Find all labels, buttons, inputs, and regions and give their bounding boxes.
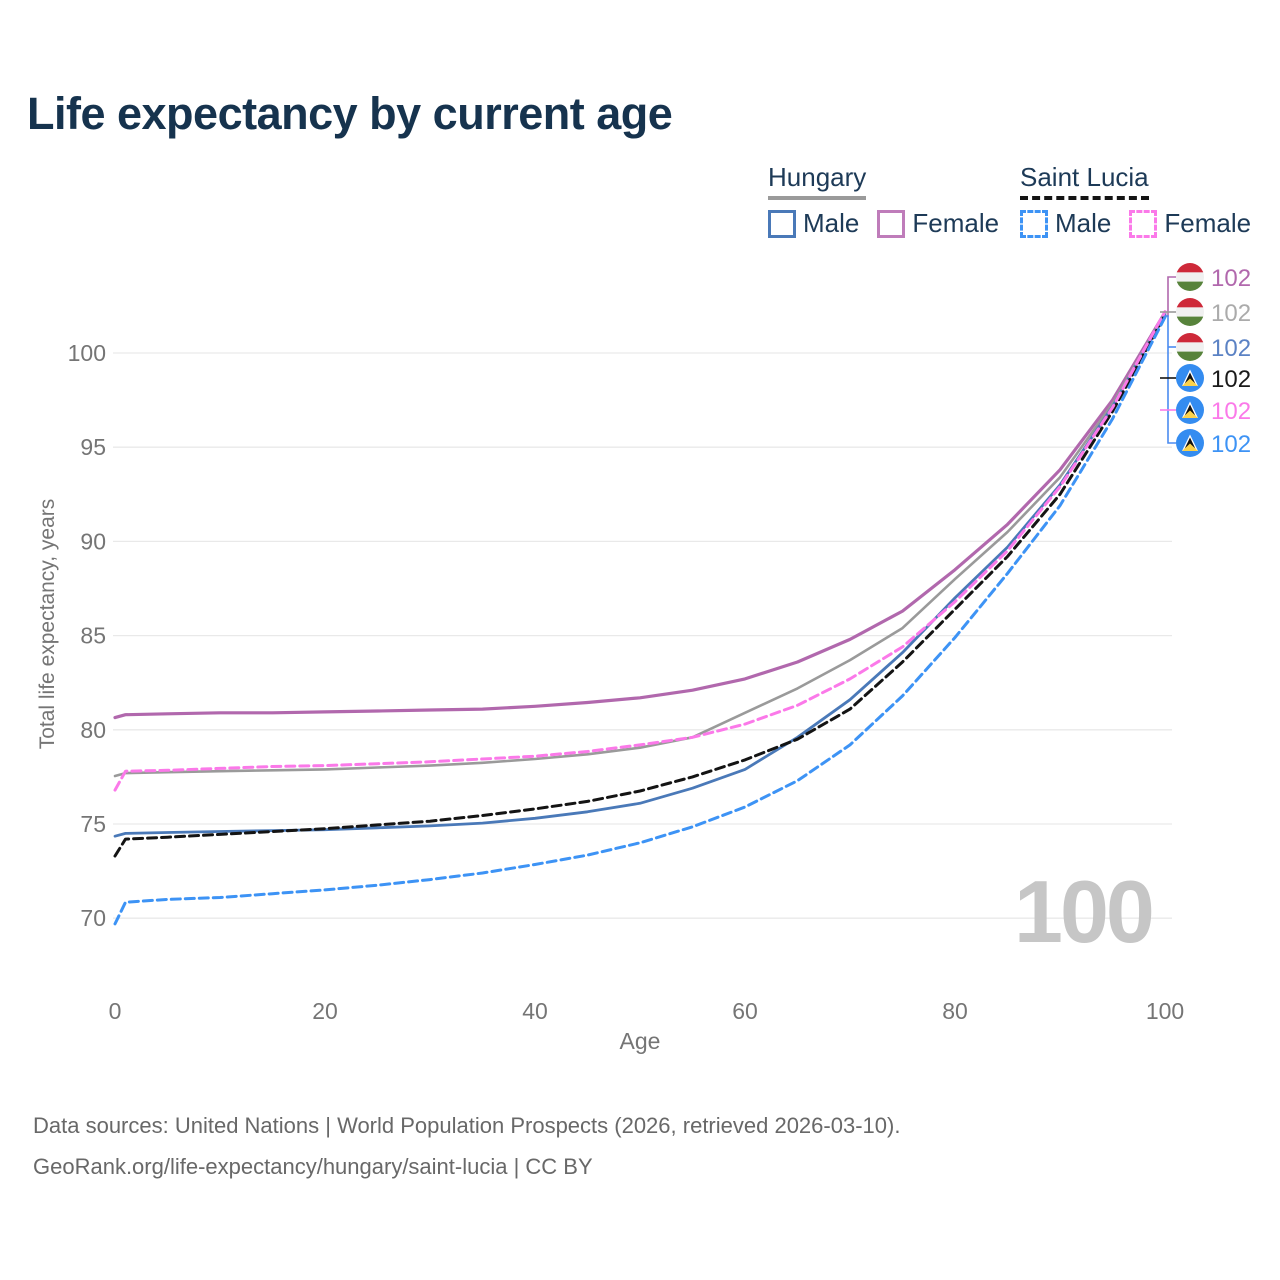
legend-swatch-saint-lucia-male[interactable]: [1020, 209, 1048, 238]
legend-label[interactable]: Female: [912, 208, 1000, 238]
footer: Data sources: United Nations | World Pop…: [33, 1106, 900, 1187]
flag-saint-lucia-icon: [1176, 429, 1204, 457]
attribution-line: GeoRank.org/life-expectancy/hungary/sain…: [33, 1153, 593, 1179]
flag-hungary-icon: [1176, 263, 1204, 291]
end-label-saint-lucia-total: 102: [1211, 366, 1251, 393]
legend-swatch-hungary-male[interactable]: [768, 209, 796, 238]
flag-saint-lucia-icon: [1176, 396, 1204, 424]
series-line-hungary-female[interactable]: [113, 310, 1167, 720]
flag-hungary-icon: [1176, 333, 1204, 361]
data-sources-line: Data sources: United Nations | World Pop…: [33, 1113, 901, 1138]
y-tick-95: 95: [80, 434, 106, 460]
age-counter-watermark: 100: [1014, 862, 1155, 961]
y-tick-80: 80: [80, 717, 106, 743]
series-line-saint-lucia-female[interactable]: [113, 310, 1167, 792]
end-label-hungary-total: 102: [1211, 300, 1251, 327]
x-axis-title: Age: [619, 1028, 661, 1054]
legend-header-saint-lucia: Saint Lucia: [1020, 162, 1149, 200]
end-label-saint-lucia-female: 102: [1211, 398, 1251, 425]
y-tick-75: 75: [80, 811, 106, 837]
leader-line-purple: [1165, 276, 1176, 317]
series-line-saint-lucia-male[interactable]: [113, 315, 1167, 926]
legend-item-hungary-female[interactable]: Female: [877, 208, 999, 239]
flag-saint-lucia-icon: [1176, 364, 1204, 392]
legend-swatch-saint-lucia-female[interactable]: [1129, 209, 1158, 238]
x-tick-100: 100: [1146, 998, 1184, 1024]
x-tick-20: 20: [312, 998, 338, 1024]
legend-item-saint-lucia-female[interactable]: Female: [1129, 208, 1251, 239]
legend-header-hungary: Hungary: [768, 162, 867, 200]
legend-swatch-hungary-female[interactable]: [877, 209, 906, 238]
end-label-hungary-male: 102: [1211, 335, 1251, 362]
y-tick-90: 90: [80, 528, 106, 554]
x-tick-0: 0: [109, 998, 122, 1024]
x-tick-40: 40: [522, 998, 548, 1024]
legend-group-saint-lucia: Saint Lucia Male Female: [1020, 162, 1251, 239]
y-axis-title: Total life expectancy, years: [36, 498, 59, 750]
legend-label[interactable]: Male: [803, 208, 860, 238]
legend-group-hungary: Hungary Male Female: [768, 162, 999, 239]
x-tick-60: 60: [732, 998, 758, 1024]
y-tick-70: 70: [80, 905, 106, 931]
series-line-hungary-total[interactable]: [113, 312, 1167, 778]
y-tick-100: 100: [68, 340, 106, 366]
end-label-saint-lucia-male: 102: [1211, 431, 1251, 458]
series-line-hungary-male[interactable]: [113, 313, 1167, 838]
legend-item-hungary-male[interactable]: Male: [768, 208, 859, 239]
end-label-hungary-female: 102: [1211, 265, 1251, 292]
page-title: Life expectancy by current age: [27, 88, 673, 139]
flag-hungary-icon: [1176, 298, 1204, 326]
y-tick-85: 85: [80, 623, 106, 649]
legend-label[interactable]: Female: [1164, 208, 1252, 238]
x-tick-80: 80: [942, 998, 968, 1024]
legend-label[interactable]: Male: [1055, 208, 1112, 238]
legend-item-saint-lucia-male[interactable]: Male: [1020, 208, 1111, 239]
series-line-saint-lucia-total[interactable]: [113, 313, 1167, 858]
leader-line-blue: [1165, 315, 1176, 444]
